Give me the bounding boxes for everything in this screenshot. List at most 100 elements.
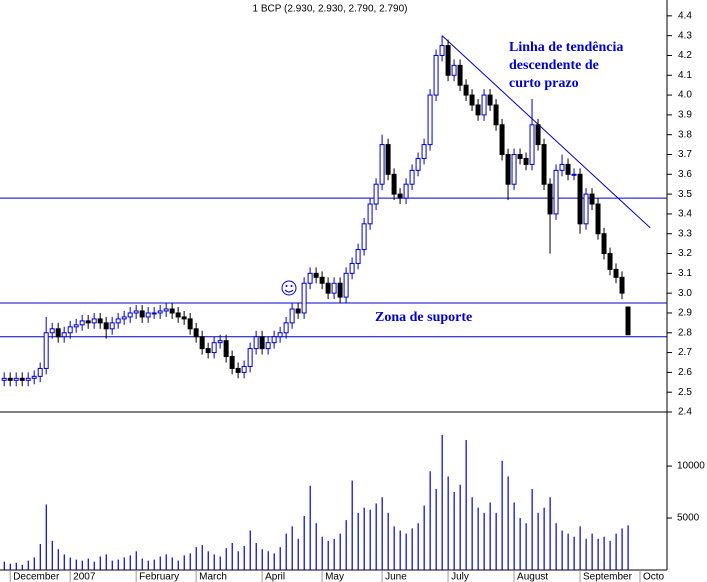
volume-bar [591,533,593,570]
candle-body [181,316,187,320]
volume-bar [219,556,221,570]
volume-bar [201,545,203,570]
volume-bar [327,540,329,570]
candle-body [355,249,361,264]
candle-body [121,316,127,320]
candle-body [517,154,523,159]
volume-bar [507,476,509,570]
candle-body [331,282,337,294]
x-tick-label: June [385,572,407,582]
volume-bar [255,542,257,570]
candle-body [565,163,571,175]
volume-bar [543,507,545,570]
candle-body [439,45,445,56]
volume-bar [339,533,341,570]
y-tick-label: 3.4 [678,209,692,220]
candle-body [25,377,31,381]
y-tick-label: 2.4 [678,407,692,418]
x-tick-label: February [139,572,179,582]
candle-body [403,183,409,199]
candle-body [103,322,109,330]
candle-body [19,377,25,381]
volume-bar [153,559,155,570]
candle-body [529,124,535,165]
volume-bar [585,538,587,570]
candle-body [301,282,307,314]
candle-body [373,183,379,205]
volume-bar [537,512,539,570]
candle-body [343,272,349,298]
volume-bar [351,480,353,570]
volume-bar [99,556,101,570]
candle-body [613,268,619,278]
volume-bar [495,512,497,570]
candle-body [229,356,235,369]
candle-body [37,367,43,377]
volume-bar [549,497,551,570]
candle-body [397,193,403,199]
candle-body [337,282,343,298]
volume-bar [171,557,173,570]
y-tick-label: 3.1 [678,268,692,279]
candle-body [43,332,49,369]
volume-bar [411,528,413,570]
candle-body [493,104,499,126]
x-tick-label: March [199,572,227,582]
y-tick-label: 3.5 [678,189,692,200]
y-tick-label: 2.9 [678,308,692,319]
candle-body [133,310,139,314]
y-tick-label: 3.6 [678,169,692,180]
candle-body [505,154,511,185]
volume-bar [519,518,521,570]
volume-bar [33,557,35,570]
y-tick-label: 2.6 [678,367,692,378]
candle-body [13,377,19,381]
volume-bar [615,533,617,570]
candle-body [313,272,319,278]
candle-body [187,318,193,330]
candle-body [571,173,577,176]
volume-bar [27,560,29,570]
volume-bar [387,512,389,570]
volume-bar [465,440,467,570]
candle-body [199,336,205,350]
x-tick-label: May [325,572,344,582]
volume-bar [471,497,473,570]
volume-bar [435,488,437,570]
candle-body [295,308,301,314]
candle-body [535,124,541,146]
y-tick-label: 3.0 [678,288,692,299]
candle-body [193,328,199,338]
y-tick-label: 4.2 [678,50,692,61]
candle-body [601,233,607,255]
annotation: Zona de suporte [375,310,472,325]
annotation: curto prazo [509,76,579,91]
candle-body [139,310,145,318]
candle-body [145,312,151,318]
y-tick-label: 3.2 [678,248,692,259]
candle-body [85,320,91,324]
volume-bar [375,503,377,570]
candle-body [127,312,133,318]
candle-body [433,54,439,96]
volume-bar [627,525,629,570]
x-tick-label: December [13,572,60,582]
volume-bar [159,556,161,570]
x-tick-label: August [517,572,548,582]
candle-body [241,365,247,373]
volume-bar [417,523,419,570]
volume-bar [363,507,365,570]
candle-body [577,173,583,225]
candle-body [1,377,7,381]
annotation: descendente de [509,58,599,73]
volume-bar [345,520,347,570]
volume-bar [39,544,41,570]
candle-body [79,320,85,326]
smiley [281,280,297,296]
candle-body [559,163,565,171]
volume-bar [213,554,215,570]
volume-bar [81,560,83,570]
volume-bar [315,523,317,570]
volume-bar [483,512,485,570]
candle-body [445,45,451,76]
